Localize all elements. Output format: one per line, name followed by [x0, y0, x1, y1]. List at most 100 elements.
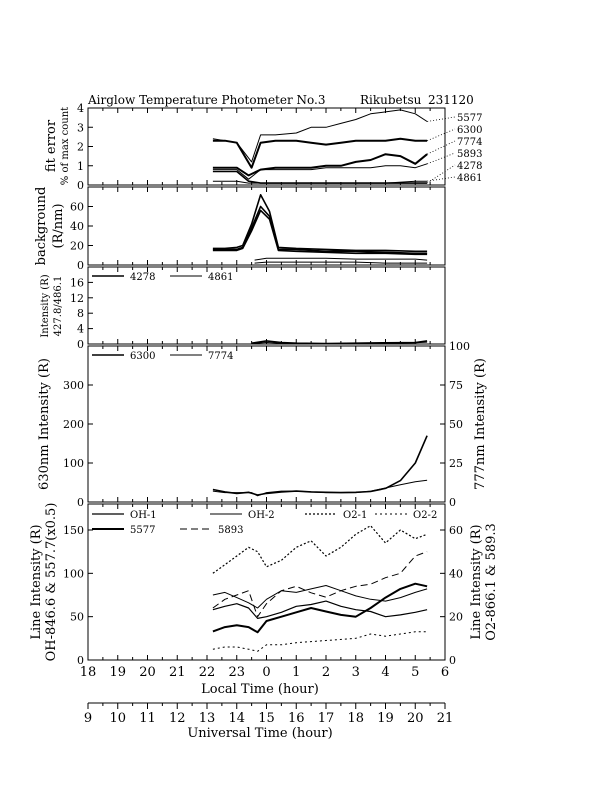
- blue-ylabel-2: 427.8/486.1: [53, 276, 64, 337]
- blue-legend-label-4278: 4278: [130, 272, 155, 283]
- fit_error-ytick-label: 3: [77, 121, 84, 134]
- oh-series-oh-1: [212, 600, 428, 619]
- oh-series-5893: [212, 551, 428, 618]
- blue-legend-label-4861: 4861: [208, 272, 233, 283]
- fit_error-series-5577: [212, 109, 428, 163]
- red-legend-label-6300: 6300: [130, 351, 155, 362]
- local-time-tick-label: 21: [169, 665, 186, 680]
- red-ytick-right-label: 0: [449, 496, 456, 509]
- oh-ytick-right-label: 0: [449, 654, 456, 667]
- fit_error-series-4861: [212, 180, 428, 184]
- fit-error-ylabel-1: fit error: [44, 119, 59, 172]
- oh-ytick-label: 150: [63, 524, 84, 537]
- fit_error-series-6300: [212, 137, 428, 169]
- universal-time-tick-label: 10: [109, 711, 126, 726]
- universal-time-tick-label: 16: [288, 711, 305, 726]
- fit-error-label-4278: 4278: [457, 161, 482, 172]
- oh-ytick-right-label: 20: [449, 611, 463, 624]
- background-ylabel-1: background: [34, 187, 49, 266]
- background-series-band-4: [254, 257, 428, 261]
- oh-legend-label-5577: 5577: [130, 525, 155, 536]
- oh-series-o2-2: [212, 631, 428, 652]
- universal-time-tick-label: 12: [169, 711, 186, 726]
- local-time-tick-label: 6: [441, 665, 449, 680]
- local-time-tick-label: 18: [80, 665, 97, 680]
- background-ylabel-2: (R/nm): [51, 203, 66, 248]
- chart-title: Airglow Temperature Photometer No.3: [87, 93, 326, 107]
- red-ytick-right-label: 75: [449, 379, 463, 392]
- local-time-tick-label: 22: [199, 665, 216, 680]
- chart-date: 231120: [428, 93, 474, 107]
- universal-time-label: Universal Time (hour): [187, 726, 332, 741]
- universal-time-tick-label: 15: [258, 711, 275, 726]
- local-time-tick-label: 19: [109, 665, 126, 680]
- local-time-tick-label: 5: [411, 665, 419, 680]
- universal-time-tick-label: 18: [347, 711, 364, 726]
- oh-legend-label-oh-1: OH-1: [130, 510, 157, 521]
- fit-error-leader-6300: [426, 128, 456, 142]
- red-ytick-right-label: 50: [449, 418, 463, 431]
- universal-time-tick-label: 19: [377, 711, 394, 726]
- oh-legend-label-o2-2: O2-2: [413, 510, 437, 521]
- red-ytick-label: 100: [63, 457, 84, 470]
- local-time-tick-label: 2: [322, 665, 330, 680]
- oh-ytick-label: 100: [63, 567, 84, 580]
- oh-series-5577: [212, 582, 428, 634]
- background-series-band-5: [254, 261, 428, 264]
- background-series-band-1: [212, 194, 428, 253]
- oh-ylabel-left-1: Line Intensity (R): [29, 524, 44, 639]
- blue-ylabel-1: Intensity (R): [40, 274, 51, 337]
- universal-time-tick-label: 9: [84, 711, 92, 726]
- background-ytick-label: 40: [70, 220, 84, 233]
- fit-error-leader-4278: [426, 164, 456, 184]
- local-time-tick-label: 1: [292, 665, 300, 680]
- universal-time-tick-label: 20: [407, 711, 424, 726]
- universal-time-tick-label: 11: [139, 711, 156, 726]
- red-series-7774: [212, 479, 428, 497]
- red-ytick-label: 0: [77, 496, 84, 509]
- fit-error-label-5893: 5893: [457, 149, 482, 160]
- blue-ytick-label: 4: [77, 323, 84, 336]
- fit-error-leader-5893: [427, 152, 456, 165]
- blue-series-4861: [251, 341, 428, 345]
- red-ytick-right-label: 25: [449, 457, 463, 470]
- chart-site: Rikubetsu: [360, 93, 422, 107]
- fit_error-series-5893: [212, 163, 428, 180]
- fit-error-ylabel-2: % of max count: [60, 107, 71, 185]
- red-legend-label-7774: 7774: [208, 351, 233, 362]
- background-ytick-label: 0: [77, 259, 84, 272]
- oh-legend-label-5893: 5893: [218, 525, 243, 536]
- oh-ylabel-right-1: Line Intensity (R): [469, 524, 484, 639]
- fit-error-label-4861: 4861: [457, 173, 482, 184]
- fit-error-leader-7774: [426, 140, 456, 155]
- local-time-tick-label: 0: [262, 665, 270, 680]
- fit_error-ytick-label: 4: [77, 102, 84, 115]
- chart-marks: 0123402040600481216010020030002550751000…: [63, 102, 482, 726]
- local-time-tick-label: 3: [352, 665, 360, 680]
- oh-series-o2-1: [212, 525, 428, 574]
- red-ylabel-left: 630nm Intensity (R): [37, 358, 52, 490]
- universal-time-tick-label: 21: [437, 711, 454, 726]
- oh-ylabel-right-2: O2-866.1 & 589.3: [484, 523, 499, 641]
- oh-series-oh-2: [212, 585, 428, 609]
- blue-ytick-label: 12: [70, 292, 84, 305]
- blue-ytick-label: 8: [77, 307, 84, 320]
- oh-legend-label-o2-1: O2-1: [343, 510, 367, 521]
- panel-fit-error-frame: [87, 107, 446, 186]
- background-series-band-2: [212, 205, 428, 255]
- universal-time-tick-label: 13: [199, 711, 216, 726]
- fit_error-series-7774: [212, 153, 428, 177]
- oh-ytick-label: 0: [77, 654, 84, 667]
- background-ytick-label: 60: [70, 201, 84, 214]
- oh-ytick-right-label: 40: [449, 567, 463, 580]
- oh-legend-label-oh-2: OH-2: [248, 510, 275, 521]
- fit-error-leader-5577: [427, 116, 456, 122]
- background-series-band-3: [212, 209, 428, 256]
- fit-error-leader-4861: [427, 176, 456, 182]
- fit_error-ytick-label: 2: [77, 141, 84, 154]
- fit_error-ytick-label: 1: [77, 160, 84, 173]
- local-time-tick-label: 23: [228, 665, 245, 680]
- blue-ytick-label: 16: [70, 276, 84, 289]
- fit-error-label-5577: 5577: [457, 113, 482, 124]
